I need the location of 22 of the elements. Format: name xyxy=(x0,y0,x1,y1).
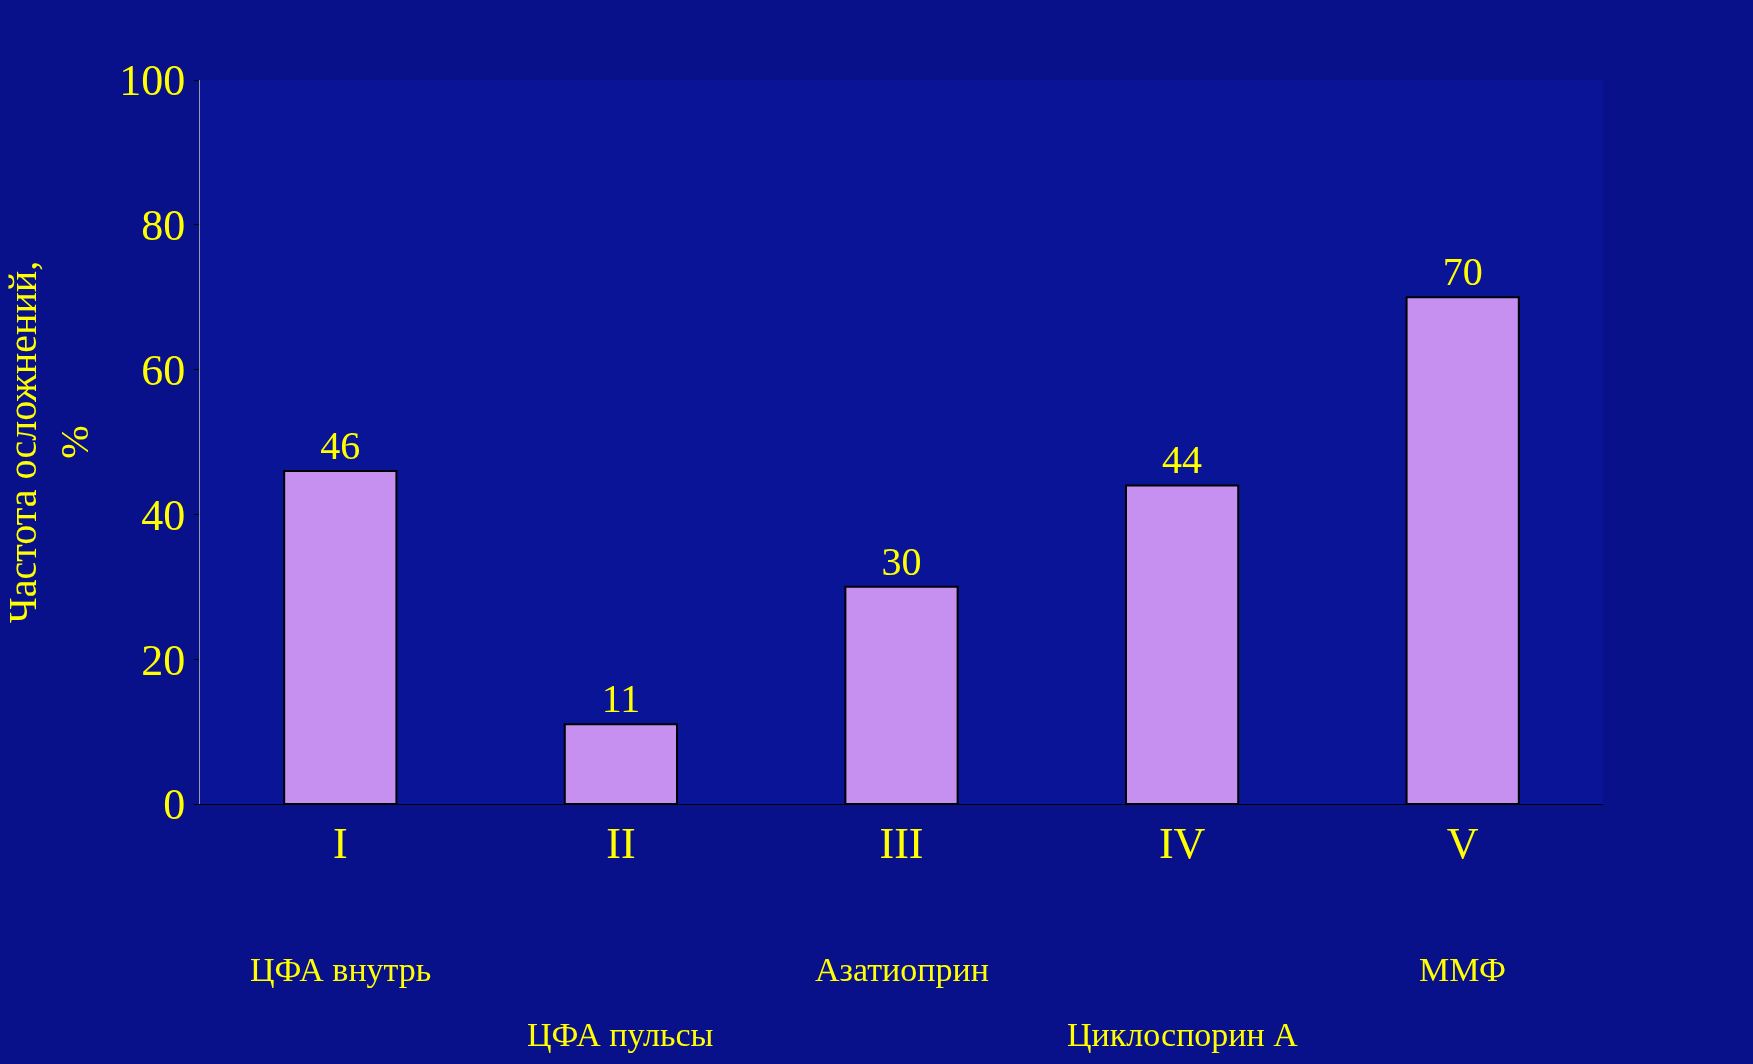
y-axis-title: Частота осложнений, % xyxy=(0,260,97,624)
x-tick-label: V xyxy=(1446,818,1479,868)
text: Циклоспорин А xyxy=(1067,1016,1299,1053)
data-label: 46 xyxy=(320,422,361,468)
y-tick-label: 60 xyxy=(141,346,186,395)
data-label: 30 xyxy=(881,538,922,584)
x-tick-label: I xyxy=(332,818,348,868)
data-label: 44 xyxy=(1162,437,1203,483)
data-label: 11 xyxy=(601,676,641,722)
text: Азатиоприн xyxy=(815,951,989,988)
text: ЦФА пульсы xyxy=(527,1016,714,1053)
y-tick-label: 40 xyxy=(141,490,186,540)
data-label: 70 xyxy=(1442,249,1483,295)
text: ММФ xyxy=(1419,951,1506,988)
y-tick-label: 20 xyxy=(141,635,186,685)
x-tick-label: III xyxy=(879,818,924,868)
x-tick-label: II xyxy=(606,818,636,868)
y-tick-label: 80 xyxy=(141,201,186,251)
y-tick-label: 100 xyxy=(119,56,186,106)
y-tick-label: 0 xyxy=(163,780,186,830)
text: ЦФА внутрь xyxy=(250,951,432,988)
x-tick-label: IV xyxy=(1158,818,1206,868)
